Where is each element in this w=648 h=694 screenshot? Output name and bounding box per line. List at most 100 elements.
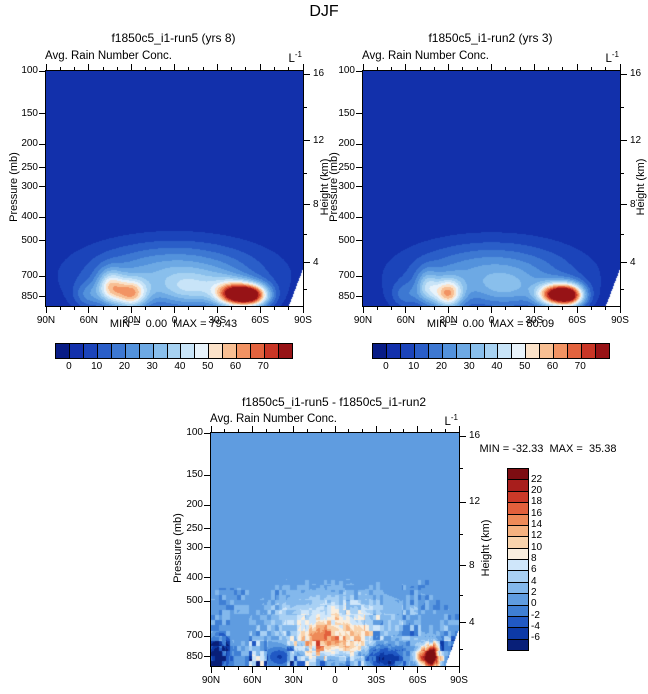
height-tick-mark <box>304 262 310 264</box>
colorbar-cell <box>508 513 528 525</box>
pressure-tick-mark <box>356 186 362 188</box>
lat-tick-label: 30S <box>208 315 227 326</box>
pressure-tick-label: 850 <box>338 290 355 302</box>
pressure-tick-mark <box>39 240 45 242</box>
plot-area: 100 150 200 250 300 400 500 700 850 4 8 12 16 90N 60N 3… <box>21 64 324 326</box>
lat-tick-mark <box>476 67 478 70</box>
colorbar-tick-label: 40 <box>174 361 186 372</box>
pressure-tick-mark <box>204 432 210 434</box>
pressure-tick-mark <box>356 216 362 218</box>
colorbar-cell <box>511 344 526 358</box>
height-tick-mark <box>621 140 627 142</box>
lat-tick-mark <box>533 307 535 313</box>
pressure-tick-label: 400 <box>338 211 355 223</box>
pressure-tick-mark <box>356 113 362 115</box>
colorbar-cell <box>595 344 609 358</box>
colorbar-cell <box>508 524 528 537</box>
colorbar-tick-label: -6 <box>531 632 540 644</box>
pressure-tick-mark <box>204 528 210 530</box>
colorbar-cell <box>208 344 223 358</box>
colorbar-cell <box>413 344 428 358</box>
pressure-tick-mark <box>356 70 362 72</box>
height-tick-label: 4 <box>469 616 475 628</box>
lat-tick-mark <box>302 307 304 313</box>
lat-tick-mark <box>405 307 407 313</box>
colorbar-cell <box>539 344 554 358</box>
pressure-tick-label: 250 <box>21 161 38 173</box>
colorbar-cell <box>68 344 83 358</box>
units-label: L-1 <box>444 413 458 428</box>
lat-tick-mark <box>430 429 432 432</box>
colorbar-cell <box>264 344 278 358</box>
colorbar-cell <box>236 344 251 358</box>
lat-tick-mark <box>265 429 267 432</box>
pressure-tick-mark <box>39 216 45 218</box>
pressure-tick-label: 150 <box>338 107 355 119</box>
colorbar-tick-label: 40 <box>491 361 503 372</box>
colorbar-cell <box>152 344 167 358</box>
panel-subtitle: Avg. Rain Number Conc. L-1 <box>362 50 619 65</box>
units-label: L-1 <box>288 50 302 65</box>
lat-tick-mark <box>131 64 133 70</box>
lat-tick-mark <box>403 429 405 432</box>
pressure-tick-label: 300 <box>21 180 38 192</box>
pressure-tick-mark <box>39 296 45 298</box>
pressure-tick-label: 300 <box>186 541 203 553</box>
pressure-tick-mark <box>356 167 362 169</box>
lat-tick-mark <box>362 307 364 313</box>
colorbar-tick-label: 50 <box>202 361 214 372</box>
height-tick-mark <box>460 435 466 437</box>
colorbar-cell <box>56 344 69 358</box>
lat-tick-mark <box>334 426 336 432</box>
lat-tick-mark <box>251 667 253 673</box>
panel-subtitle: Avg. Rain Number Conc. L-1 <box>45 50 302 65</box>
colorbar-cell <box>455 344 470 358</box>
lat-tick-mark <box>245 307 247 310</box>
colorbar-tick-label: 0 <box>66 361 72 372</box>
lat-tick-mark <box>45 307 47 313</box>
lat-tick-mark <box>405 64 407 70</box>
lat-tick-mark <box>444 429 446 432</box>
lat-tick-mark <box>430 667 432 670</box>
lat-tick-mark <box>590 67 592 70</box>
pressure-tick-mark <box>356 143 362 145</box>
lat-tick-mark <box>433 307 435 310</box>
pressure-tick-label: 700 <box>21 270 38 282</box>
lat-tick-mark <box>224 667 226 670</box>
colorbar-tick-label: 70 <box>257 361 269 372</box>
colorbar-cell <box>508 638 528 650</box>
colorbar-cell <box>508 469 528 480</box>
colorbar-cell <box>399 344 414 358</box>
lat-tick-mark <box>45 64 47 70</box>
lat-tick-mark <box>448 307 450 313</box>
lat-tick-mark <box>403 667 405 670</box>
colorbar-tick-label: 30 <box>463 361 475 372</box>
lat-tick-mark <box>376 67 378 70</box>
lat-tick-mark <box>145 307 147 310</box>
lat-tick-mark <box>188 67 190 70</box>
pressure-tick-mark <box>39 113 45 115</box>
lat-tick-mark <box>273 307 275 310</box>
colorbar-cell <box>508 615 528 628</box>
pressure-tick-label: 500 <box>21 234 38 246</box>
colorbar-cell <box>508 593 528 605</box>
lat-tick-label: 0 <box>332 675 338 686</box>
lat-tick-label: 60S <box>408 675 427 686</box>
colorbar-cell <box>96 344 111 358</box>
pressure-tick-mark <box>204 656 210 658</box>
panel-title: f1850c5_i1-run5 - f1850c5_i1-run2 <box>241 395 427 409</box>
lat-tick-mark <box>273 67 275 70</box>
pressure-tick-mark <box>39 143 45 145</box>
contour-plot-canvas <box>363 71 620 306</box>
lat-tick-mark <box>320 667 322 670</box>
lat-tick-mark <box>533 64 535 70</box>
colorbar-tick-label: -2 <box>531 609 540 621</box>
lat-tick-mark <box>306 429 308 432</box>
height-tick-label: 8 <box>630 198 636 210</box>
height-tick-label: 12 <box>313 134 325 146</box>
lat-tick-mark <box>224 429 226 432</box>
lat-tick-mark <box>238 429 240 432</box>
colorbar-cell <box>138 344 153 358</box>
colorbar-cell <box>508 604 528 616</box>
